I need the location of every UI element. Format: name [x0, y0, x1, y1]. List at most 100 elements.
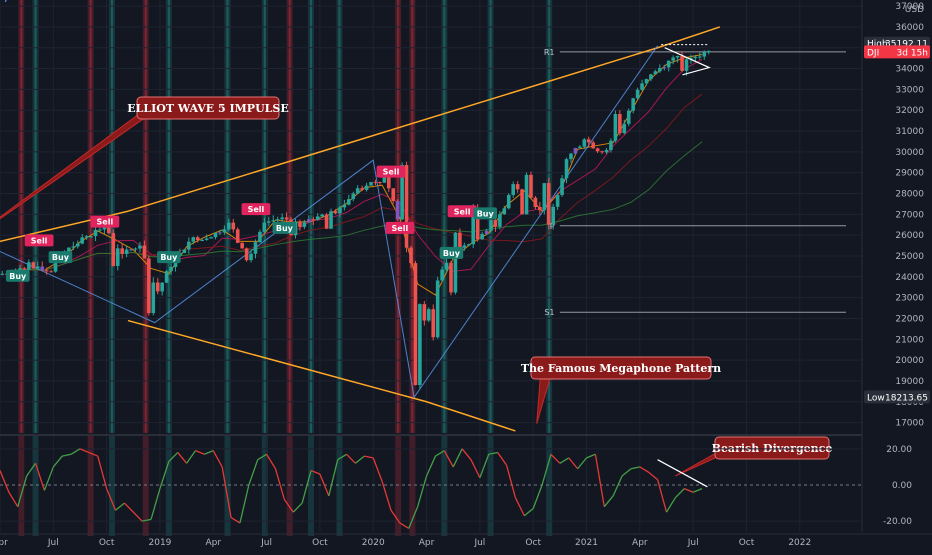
candle-body: [458, 232, 462, 248]
candle-body: [444, 262, 449, 270]
candle-body: [595, 148, 600, 152]
time-tick-label: Apr: [632, 538, 648, 548]
oscillator-segment: [692, 488, 703, 493]
candle-body: [529, 174, 533, 198]
candle-body: [440, 269, 444, 281]
signal-band-osc-10: [336, 434, 343, 536]
candle-body: [262, 222, 267, 232]
candle-body: [560, 178, 564, 195]
oscillator-segment: [514, 497, 525, 517]
oscillator-segment: [8, 491, 19, 508]
time-tick-label: Apr: [205, 538, 221, 548]
oscillator-segment: [568, 457, 579, 470]
oscillator-segment: [17, 475, 28, 507]
oscillator-segment: [34, 463, 46, 491]
candle-body: [75, 243, 80, 247]
candle-body: [360, 188, 364, 190]
candle-body: [169, 266, 173, 272]
candle-body: [235, 229, 240, 243]
moving-average-3: [8, 141, 703, 272]
time-tick-label: 2020: [362, 538, 385, 548]
price-tick-label: 19000: [895, 377, 924, 387]
price-tick-label: 32000: [895, 106, 924, 116]
signal-buy-marker-0: [5, 269, 30, 282]
oscillator-segment: [337, 453, 347, 461]
candle-body: [84, 236, 89, 238]
signal-band-osc-6: [224, 434, 231, 536]
candle-body: [582, 139, 587, 147]
candle-body: [502, 208, 507, 215]
time-tick-label: Oct: [525, 538, 541, 548]
price-tick-label: 22000: [895, 314, 924, 324]
signal-label: Sell: [248, 205, 265, 214]
signal-band-7: [261, 0, 268, 433]
candle-body: [680, 56, 684, 71]
wave-label: (4): [0, 0, 9, 3]
candle-body: [67, 247, 71, 252]
time-tick-label: Oct: [312, 538, 328, 548]
oscillator-segment: [541, 454, 552, 486]
candle-body: [98, 229, 102, 231]
signal-band-6: [224, 0, 231, 433]
candle-body: [409, 247, 413, 264]
candle-body: [351, 193, 356, 200]
price-tick-label: 26000: [895, 231, 924, 241]
oscillator-segment: [612, 475, 623, 497]
candle-body: [604, 149, 609, 153]
oscillator-segment: [221, 466, 232, 518]
signal-buy-marker-2: [48, 251, 73, 264]
oscillator-segment: [665, 497, 676, 513]
callout-box-2: [714, 436, 830, 460]
candle-body: [284, 217, 289, 220]
candle-body: [22, 268, 27, 270]
signal-sell-marker-8: [385, 221, 415, 234]
candle-body: [355, 188, 360, 194]
candle-body: [506, 194, 511, 209]
candle-body: [426, 309, 431, 321]
time-tick-label: Jul: [47, 538, 59, 548]
oscillator-segment: [408, 506, 419, 529]
signal-buy-marker-4: [157, 251, 181, 264]
candle-body: [27, 262, 31, 270]
candle-body: [542, 183, 547, 211]
candle-body: [698, 56, 702, 58]
price-tick-label: 24000: [895, 273, 924, 283]
candle-body: [155, 282, 160, 292]
price-tag-value: 35192.11: [885, 40, 928, 50]
signal-label: Buy: [443, 249, 461, 258]
candle-body: [133, 248, 138, 250]
candle-body: [649, 74, 653, 80]
candle-body: [302, 222, 307, 227]
candle-body: [373, 182, 378, 184]
price-tag-name: High: [867, 40, 888, 50]
candle-body: [258, 231, 262, 243]
candle-body: [204, 238, 209, 240]
candle-body: [453, 232, 458, 293]
candle-body: [40, 266, 45, 271]
oscillator-segment: [684, 488, 694, 493]
signal-band-core-6: [226, 0, 229, 433]
signal-label: Buy: [9, 272, 27, 281]
candle-body: [480, 233, 484, 240]
price-tick-label: 21000: [895, 335, 924, 345]
oscillator-segment: [381, 481, 392, 511]
candle-body: [671, 57, 675, 61]
oscillator-segment: [159, 461, 170, 489]
oscillator-segment: [310, 469, 321, 475]
candle-body: [538, 207, 542, 211]
oscillator-segment: [257, 453, 267, 461]
candle-body: [564, 159, 569, 179]
signal-label: Buy: [160, 253, 178, 262]
candle-body: [475, 208, 480, 240]
candle-body: [31, 262, 36, 269]
candle-body: [71, 246, 76, 248]
candle-body: [466, 244, 471, 246]
price-tag-value: 18213.65: [885, 393, 928, 403]
candle-body: [609, 140, 613, 150]
candle-body: [182, 249, 187, 253]
candle-body: [702, 52, 707, 57]
time-tick-label: Oct: [99, 538, 115, 548]
elliott-wave-path: [0, 45, 659, 399]
candle-body: [622, 123, 627, 134]
